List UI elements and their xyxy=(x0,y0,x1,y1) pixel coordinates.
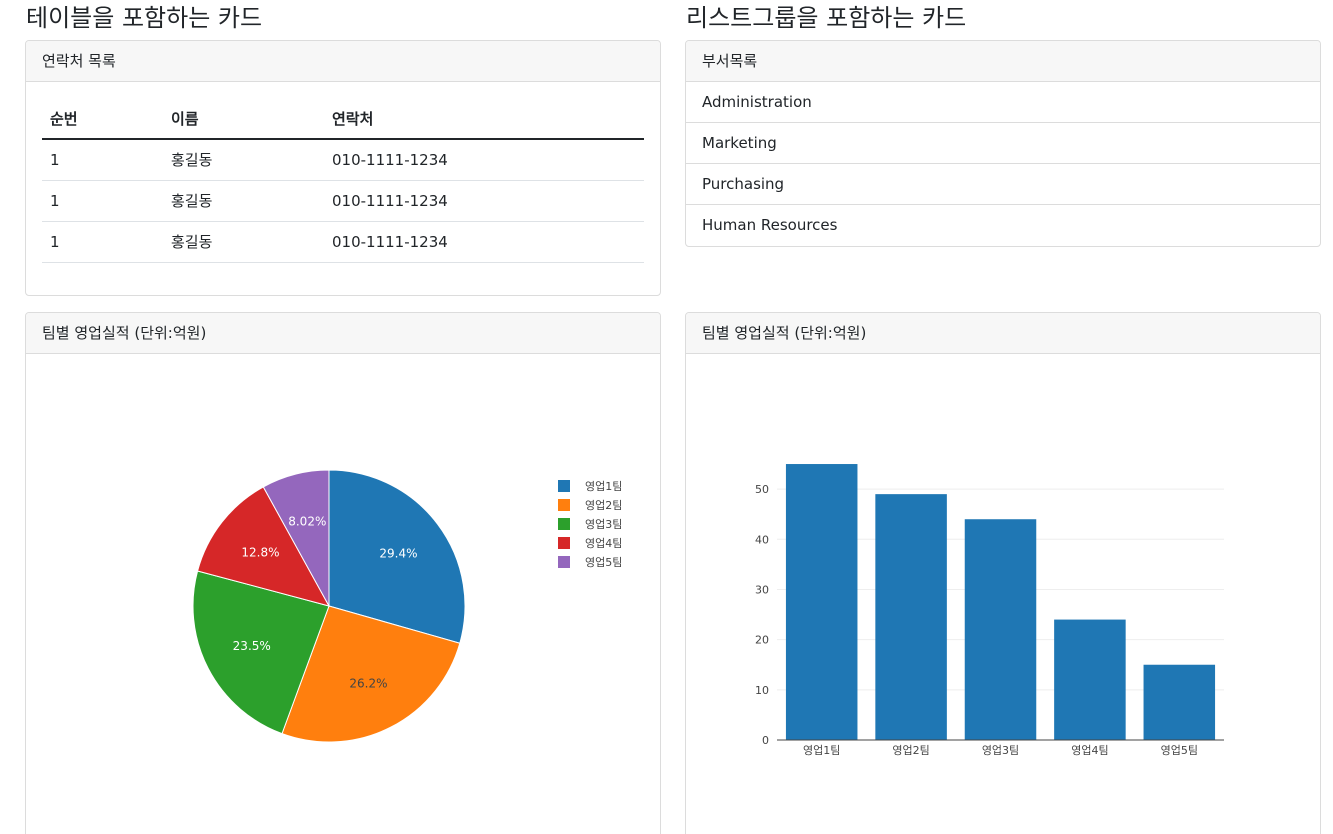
x-tick-label: 영업2팀 xyxy=(892,744,929,757)
bar-4[interactable] xyxy=(1054,619,1126,740)
cell-name: 홍길동 xyxy=(163,221,324,263)
y-tick-label: 0 xyxy=(762,734,769,747)
bar-chart: 0 10 20 30 40 50 영업1팀 영업2팀 영업3팀 영업4팀 영업5팀 xyxy=(755,464,1224,757)
list-item-administration[interactable]: Administration xyxy=(686,82,1320,123)
cell-number: 1 xyxy=(42,139,163,181)
pie-slice-label: 23.5% xyxy=(233,639,271,653)
cell-phone: 010-1111-1234 xyxy=(324,139,644,181)
pie-slice-label: 8.02% xyxy=(288,515,326,529)
pie-chart: 29.4% 26.2% 23.5% 12.8% 8.02% 영업1팀영업2팀영업3팀영업4… xyxy=(192,469,622,743)
legend-swatch xyxy=(558,518,570,530)
x-tick-label: 영업4팀 xyxy=(1071,744,1108,757)
y-tick-label: 40 xyxy=(755,533,769,546)
cell-phone: 010-1111-1234 xyxy=(324,221,644,263)
bar-1[interactable] xyxy=(785,464,858,740)
bar-3[interactable] xyxy=(964,519,1037,740)
pie-slice-4[interactable] xyxy=(196,486,331,607)
y-tick-label: 20 xyxy=(755,634,769,647)
department-card: 부서목록 Administration Marketing Purchasing… xyxy=(685,40,1321,247)
table-header-row: 순번 이름 연락처 xyxy=(42,98,644,140)
pie-slice-label: 12.8% xyxy=(241,545,279,559)
bar-chart-card: 팀별 영업실적 (단위:억원) 0 10 20 30 40 50 영업1팀 영업2팀 영업3팀 영… xyxy=(685,312,1321,834)
pie-slice-label: 29.4% xyxy=(379,547,417,561)
pie-slice-5[interactable] xyxy=(262,469,330,607)
pie-slice-1[interactable] xyxy=(328,469,466,644)
list-item-marketing[interactable]: Marketing xyxy=(686,123,1320,164)
x-tick-label: 영업3팀 xyxy=(982,744,1019,757)
pie-slice-label: 26.2% xyxy=(349,677,387,691)
bar-chart-card-header: 팀별 영업실적 (단위:억원) xyxy=(686,313,1320,354)
contacts-table: 순번 이름 연락처 1 홍길동 010-1111-1234 1 홍길동 010-… xyxy=(42,98,644,263)
legend-label[interactable]: 영업1팀 xyxy=(585,480,622,493)
table-row: 1 홍길동 010-1111-1234 xyxy=(42,139,644,181)
bar-5[interactable] xyxy=(1143,664,1216,740)
table-row: 1 홍길동 010-1111-1234 xyxy=(42,221,644,263)
y-tick-label: 10 xyxy=(755,684,769,697)
section-title-table: 테이블을 포함하는 카드 xyxy=(26,4,263,32)
legend-label[interactable]: 영업3팀 xyxy=(585,518,622,531)
pie-slice-2[interactable] xyxy=(281,605,461,743)
cell-number: 1 xyxy=(42,221,163,263)
cell-name: 홍길동 xyxy=(163,180,324,222)
y-tick-label: 50 xyxy=(755,483,769,496)
cell-number: 1 xyxy=(42,180,163,222)
legend-label[interactable]: 영업5팀 xyxy=(585,556,622,569)
legend-swatch xyxy=(558,537,570,549)
section-title-listgroup: 리스트그룹을 포함하는 카드 xyxy=(686,4,967,32)
column-header-name: 이름 xyxy=(163,98,324,140)
department-list: Administration Marketing Purchasing Huma… xyxy=(686,82,1320,246)
department-card-header: 부서목록 xyxy=(686,41,1320,82)
pie-chart-card: 팀별 영업실적 (단위:억원) 29.4% 26.2% 23.5% 12.8% 8.02… xyxy=(25,312,661,834)
y-tick-label: 30 xyxy=(755,583,769,596)
legend-label[interactable]: 영업4팀 xyxy=(585,537,622,550)
column-header-phone: 연락처 xyxy=(324,98,644,140)
legend-swatch xyxy=(558,499,570,511)
cell-phone: 010-1111-1234 xyxy=(324,180,644,222)
legend-swatch xyxy=(558,480,570,492)
pie-chart-card-header: 팀별 영업실적 (단위:억원) xyxy=(26,313,660,354)
bar-2[interactable] xyxy=(875,494,947,740)
legend-swatch xyxy=(558,556,570,568)
contacts-card-header: 연락처 목록 xyxy=(26,41,660,82)
list-item-purchasing[interactable]: Purchasing xyxy=(686,164,1320,205)
table-row: 1 홍길동 010-1111-1234 xyxy=(42,180,644,222)
legend-label[interactable]: 영업2팀 xyxy=(585,499,622,512)
list-item-human-resources[interactable]: Human Resources xyxy=(702,216,838,234)
contacts-card: 연락처 목록 순번 이름 연락처 1 홍길동 010-1111-1234 1 홍… xyxy=(25,40,661,296)
column-header-number: 순번 xyxy=(42,98,163,140)
pie-slice-3[interactable] xyxy=(192,570,330,735)
x-tick-label: 영업5팀 xyxy=(1161,744,1198,757)
cell-name: 홍길동 xyxy=(163,139,324,181)
x-tick-label: 영업1팀 xyxy=(803,744,840,757)
